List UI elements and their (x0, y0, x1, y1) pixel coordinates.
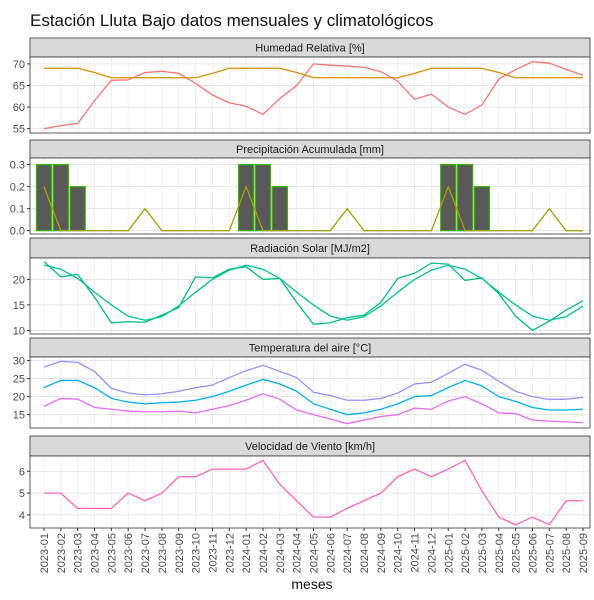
x-tick-label: 2024-07 (342, 533, 354, 573)
y-tick-label: 0.3 (10, 160, 25, 172)
bar (473, 186, 491, 232)
x-tick-label: 2023-05 (106, 533, 118, 573)
y-tick-label: 5 (19, 488, 25, 500)
y-tick-label: 20 (13, 392, 25, 404)
bar (440, 164, 457, 232)
x-tick-label: 2025-02 (460, 533, 472, 573)
y-tick-label: 0.0 (10, 226, 25, 238)
x-tick-label: 2024-12 (426, 533, 438, 573)
x-tick-label: 2025-01 (443, 533, 455, 573)
line (43, 360, 584, 401)
x-tick-label: 2023-10 (191, 533, 203, 573)
x-tick-label: 2023-03 (73, 533, 85, 573)
bar (52, 164, 70, 232)
y-tick-label: 60 (13, 102, 25, 114)
line (43, 378, 584, 416)
y-tick-label: 4 (19, 510, 25, 522)
bar (237, 164, 255, 232)
y-tick-label: 6 (19, 466, 25, 478)
x-tick-label: 2025-04 (494, 533, 506, 573)
x-axis-title: meses (291, 576, 332, 592)
x-tick-label: 2024-11 (410, 533, 422, 573)
y-tick-label: 15 (13, 300, 25, 312)
x-tick-label: 2024-03 (275, 533, 287, 573)
panel-border (29, 455, 591, 529)
x-tick-label: 2023-12 (224, 533, 236, 573)
panel-background (30, 456, 590, 528)
panel-title: Radiación Solar [MJ/m2] (250, 243, 370, 255)
x-tick-label: 2024-05 (309, 533, 321, 573)
panel-background (30, 258, 590, 334)
x-tick-label: 2024-06 (325, 533, 337, 573)
y-tick-label: 65 (13, 81, 25, 93)
panel-title: Humedad Relativa [%] (255, 43, 364, 55)
x-tick-label: 2023-08 (157, 533, 169, 573)
x-tick-label: 2023-01 (39, 533, 51, 573)
y-tick-label: 10 (13, 325, 25, 337)
line (44, 67, 583, 79)
x-tick-label: 2024-09 (376, 533, 388, 573)
x-tick-label: 2025-07 (544, 533, 556, 573)
panel-title: Temperatura del aire [°C] (249, 343, 371, 355)
panel-background (30, 357, 590, 428)
panel-background (30, 57, 590, 133)
panel-title: Velocidad de Viento [km/h] (245, 441, 375, 453)
line (44, 459, 583, 526)
y-tick-label: 25 (13, 374, 25, 386)
x-tick-label: 2023-09 (174, 533, 186, 573)
panel-border (29, 157, 591, 235)
y-tick-label: 0.2 (10, 182, 25, 194)
y-tick-label: 30 (13, 356, 25, 368)
x-tick-label: 2024-04 (292, 533, 304, 573)
panel-border (29, 56, 591, 134)
line (43, 393, 584, 425)
x-tick-label: 2023-04 (90, 533, 102, 573)
x-tick-label: 2024-08 (359, 533, 371, 573)
x-tick-label: 2023-07 (140, 533, 152, 573)
y-tick-label: 20 (13, 274, 25, 286)
bar (35, 164, 53, 232)
x-tick-label: 2024-01 (241, 533, 253, 573)
chart-title: Estación Lluta Bajo datos mensuales y cl… (30, 11, 434, 30)
line (43, 261, 584, 332)
bar (456, 164, 474, 232)
y-tick-label: 0.1 (10, 204, 25, 216)
x-tick-label: 2025-03 (477, 533, 489, 573)
panel-border (29, 257, 591, 335)
line (43, 184, 583, 232)
x-tick-label: 2025-08 (561, 533, 573, 573)
x-tick-label: 2025-05 (511, 533, 523, 573)
line (43, 264, 584, 321)
x-tick-label: 2025-09 (578, 533, 590, 573)
x-tick-label: 2023-06 (123, 533, 135, 573)
bar (69, 186, 86, 232)
y-tick-label: 55 (13, 124, 25, 136)
x-tick-label: 2024-10 (393, 533, 405, 573)
x-tick-label: 2025-06 (527, 533, 539, 573)
panel-border (29, 356, 591, 429)
x-tick-label: 2023-11 (207, 533, 219, 573)
panel-title: Precipitación Acumulada [mm] (236, 144, 384, 156)
bar (271, 186, 288, 232)
y-tick-label: 15 (13, 410, 25, 422)
bar (254, 164, 272, 232)
y-tick-label: 70 (13, 59, 25, 71)
x-tick-label: 2023-02 (56, 533, 68, 573)
x-tick-label: 2024-02 (258, 533, 270, 573)
panel-background (30, 158, 590, 234)
